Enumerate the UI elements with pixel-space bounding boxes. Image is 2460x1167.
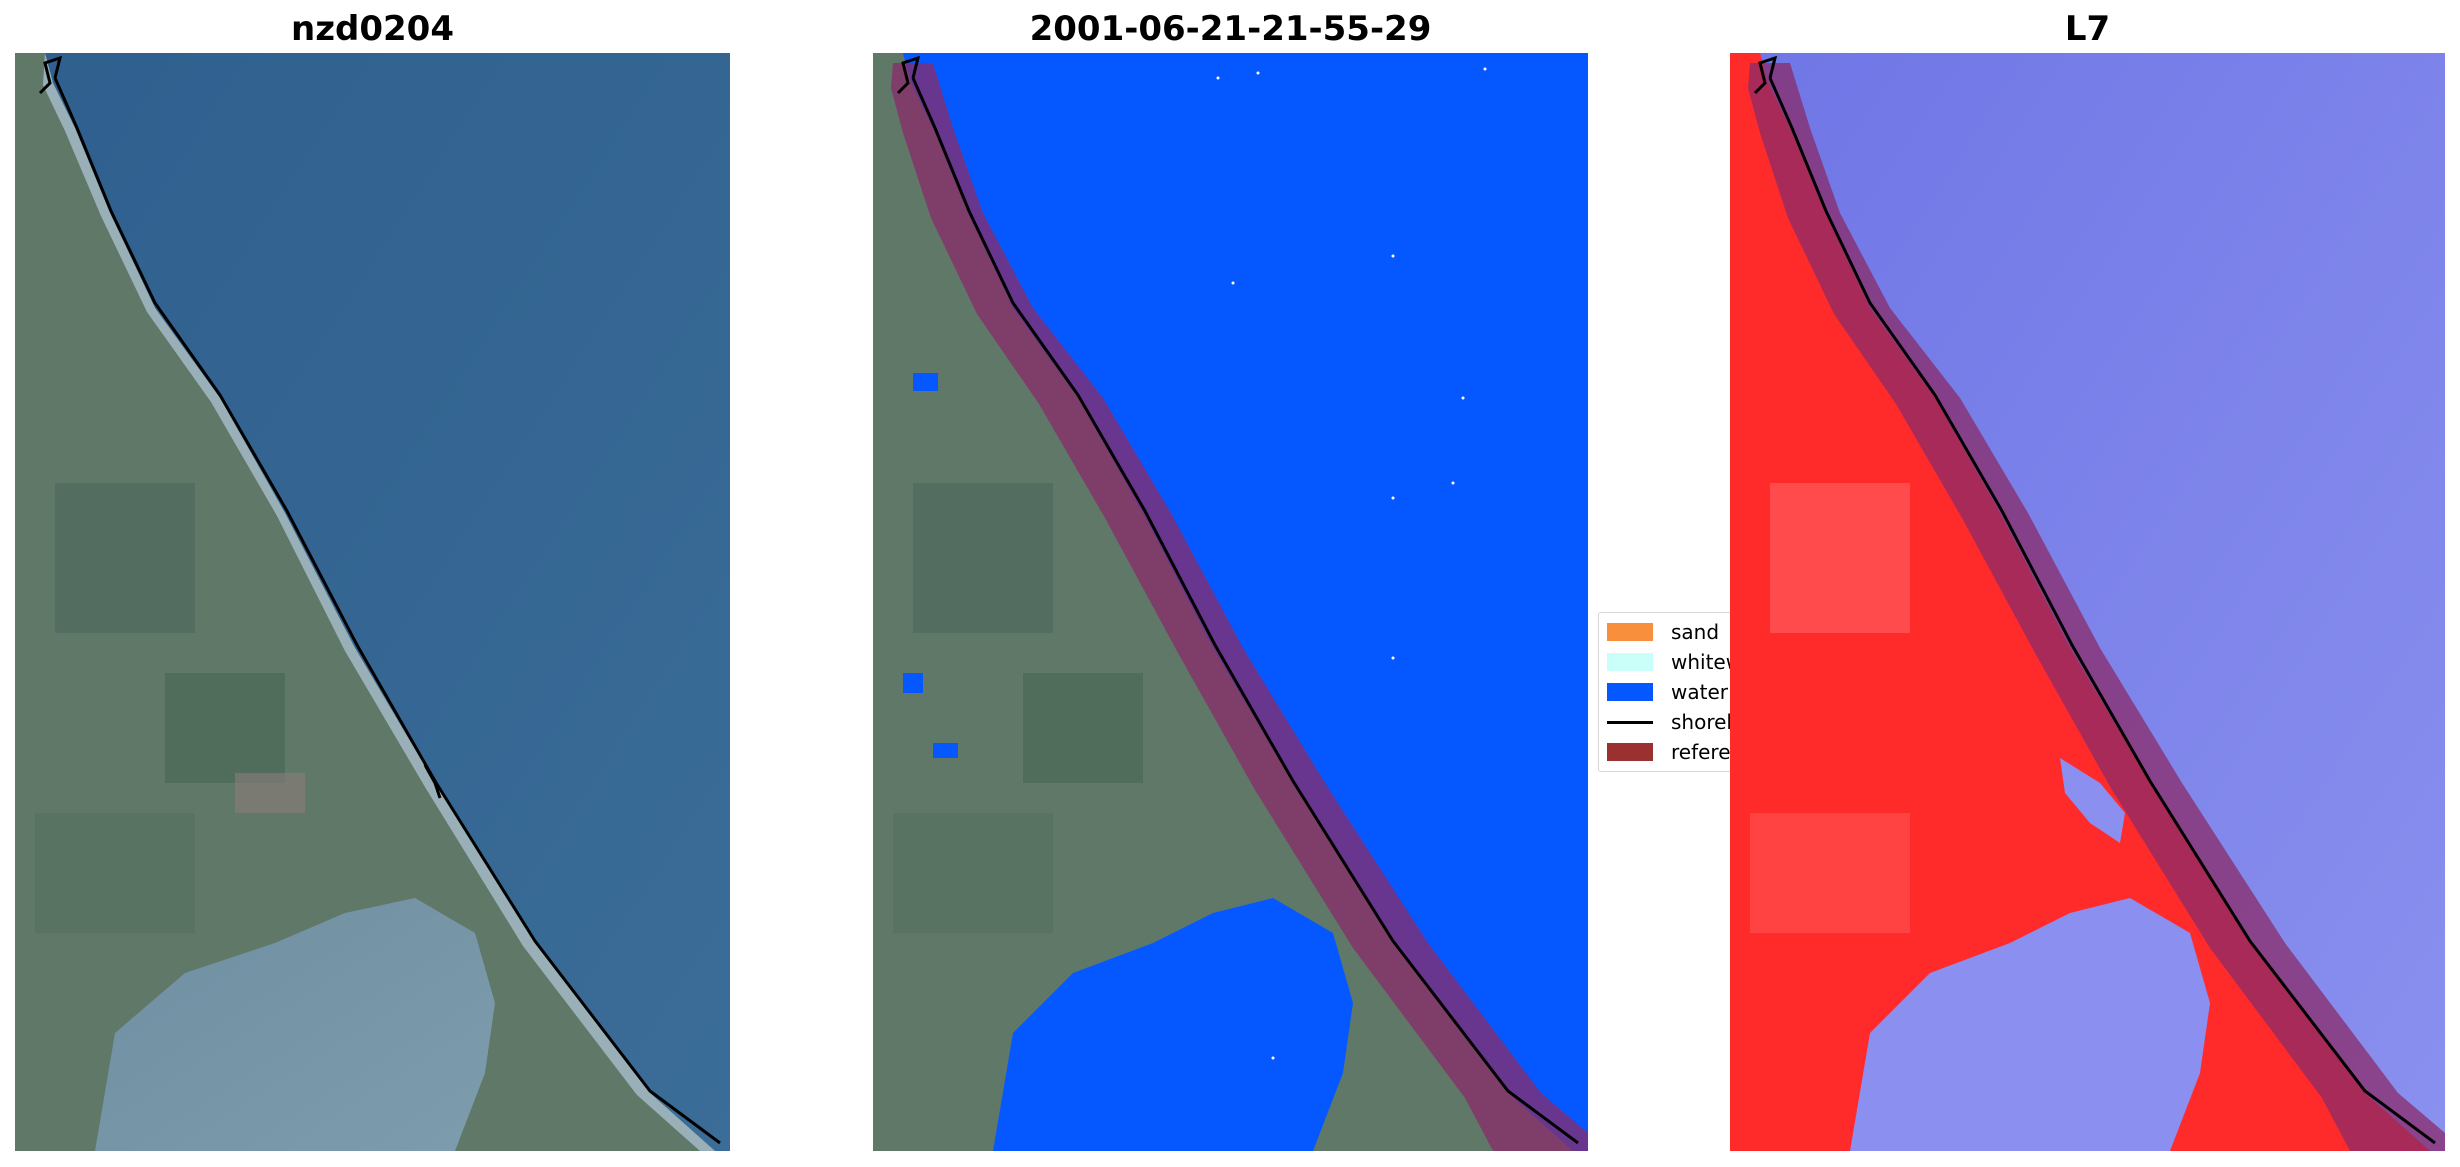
lagoon-index [1850, 898, 2210, 1151]
panel-title-classified: 2001-06-21-21-55-29 [1029, 9, 1432, 49]
legend-label-sand: sand [1671, 620, 1720, 644]
whitewater-swatch [1607, 653, 1653, 671]
shoreline [911, 77, 1579, 1145]
panel-title-rgb: nzd0204 [291, 9, 454, 49]
lagoon-water-class [993, 898, 1353, 1151]
shoreline [53, 77, 721, 1145]
rgb-image [15, 53, 730, 1151]
index-image-panel [1730, 53, 2445, 1151]
classified-image [873, 53, 1588, 1151]
rgb-image-panel [15, 53, 730, 1151]
reference-buffer [891, 63, 1588, 1151]
shoreline-line-swatch [1607, 721, 1653, 724]
legend-label-shoreline: shoreline [1671, 710, 1737, 734]
lagoon [95, 898, 495, 1151]
water-swatch [1607, 683, 1653, 701]
panel-title-index: L7 [2064, 9, 2111, 49]
legend-label-reference: reference shoreline buffer [1671, 740, 1737, 764]
index-image [1730, 53, 2445, 1151]
legend-label-water: water [1671, 680, 1728, 704]
classified-image-panel [873, 53, 1588, 1151]
reference-buffer-swatch [1607, 743, 1653, 761]
shoreline [1768, 77, 2436, 1145]
sand-swatch [1607, 623, 1653, 641]
reference-buffer [1748, 63, 2445, 1151]
